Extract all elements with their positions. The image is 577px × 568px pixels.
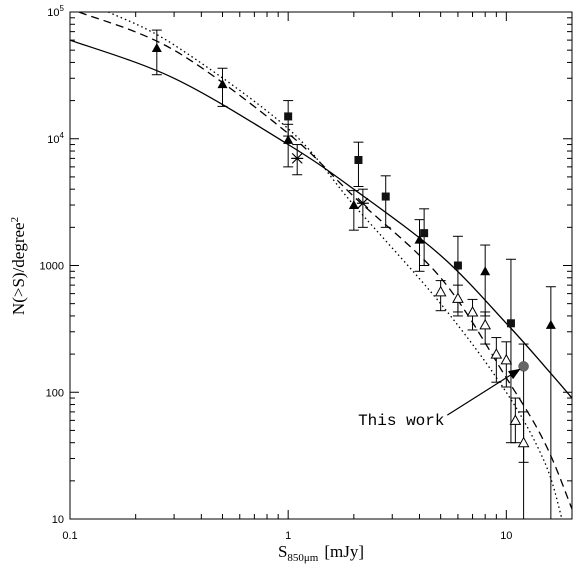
y-axis-title: N(>S)/degree2 [9, 217, 28, 315]
axis-ticks [69, 11, 573, 520]
data-point-filled-square [506, 319, 515, 328]
data-point-open-triangle [452, 292, 464, 303]
y-tick-label: 1000 [40, 261, 64, 273]
data-point-filled-triangle [348, 200, 359, 210]
axis-tick-labels: 0.1 1 10 10 100 1000 104 105 [40, 4, 513, 542]
data-point-filled-square [381, 192, 390, 201]
x-axis-subscript: 850μm [287, 552, 318, 564]
model-curves [70, 12, 572, 519]
data-point-filled-square [284, 112, 293, 121]
model-curve-dotted [108, 12, 563, 519]
x-axis-symbol: S [278, 542, 287, 561]
data-point-open-triangle [479, 318, 492, 330]
data-point-filled-triangle [151, 42, 162, 52]
y-tick-label-exponent: 5 [60, 4, 65, 13]
annotation-label: This work [358, 412, 444, 430]
data-point-filled-square [354, 155, 363, 164]
plot-frame [69, 11, 573, 520]
x-tick-label: 0.1 [62, 530, 77, 542]
data-point-filled-triangle [217, 79, 228, 89]
model-curve-dashed [78, 12, 572, 510]
data-point-open-triangle [490, 348, 503, 359]
y-tick-label: 10 [52, 514, 64, 526]
data-markers [151, 42, 556, 448]
data-point-open-triangle [466, 305, 479, 317]
y-tick-label-exponent: 4 [60, 131, 65, 140]
data-point-open-triangle [509, 414, 522, 425]
data-point-open-triangle [500, 353, 513, 365]
x-tick-label: 1 [285, 530, 291, 542]
model-curve-solid [70, 39, 572, 399]
data-point-filled-square [420, 229, 429, 238]
data-point-open-triangle [434, 285, 447, 297]
data-point-open-triangle [517, 436, 530, 448]
x-tick-label: 10 [500, 530, 512, 542]
y-axis-main: N(>S)/degree [9, 222, 28, 315]
data-point-filled-triangle [283, 134, 294, 144]
y-tick-label: 100 [46, 387, 64, 399]
x-axis-title: S850μm [mJy] [278, 542, 364, 564]
data-point-filled-triangle [480, 266, 491, 276]
y-axis-superscript: 2 [9, 217, 21, 223]
data-point-filled-square [453, 261, 462, 270]
x-axis-unit: [mJy] [324, 542, 364, 561]
annotation-arrow [446, 368, 521, 416]
annotation-group: This work [358, 368, 521, 430]
data-point-filled-triangle [545, 319, 556, 329]
y-tick-label: 104 [47, 131, 64, 146]
error-bars [151, 29, 556, 519]
data-point-filled-circle [518, 361, 529, 372]
data-point-filled-triangle [414, 234, 425, 244]
y-tick-label: 105 [47, 4, 64, 19]
